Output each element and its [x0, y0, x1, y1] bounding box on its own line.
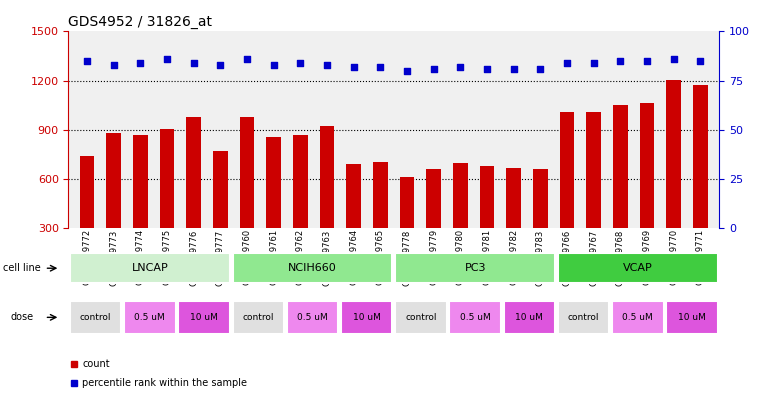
Point [508, 66, 520, 72]
Text: control: control [568, 313, 600, 322]
Bar [450, 301, 501, 334]
Bar [395, 253, 555, 283]
Bar [213, 151, 228, 277]
Text: 10 uM: 10 uM [190, 313, 218, 322]
Bar [558, 301, 610, 334]
Point [268, 62, 280, 68]
Text: LNCAP: LNCAP [132, 263, 168, 273]
Bar [558, 253, 718, 283]
Point [614, 58, 626, 64]
Point [667, 56, 680, 62]
Point [587, 60, 600, 66]
Text: dose: dose [11, 312, 33, 322]
Bar [70, 301, 121, 334]
Point [401, 68, 413, 74]
Bar [287, 301, 338, 334]
Point [295, 60, 307, 66]
Bar [240, 118, 254, 277]
Bar [233, 301, 284, 334]
Point [161, 56, 174, 62]
Bar [233, 253, 393, 283]
Point [694, 58, 706, 64]
Text: NCIH660: NCIH660 [288, 263, 337, 273]
Bar [293, 136, 307, 277]
Text: 0.5 uM: 0.5 uM [297, 313, 328, 322]
Text: percentile rank within the sample: percentile rank within the sample [82, 378, 247, 388]
Text: count: count [82, 358, 110, 369]
Point [534, 66, 546, 72]
Bar [133, 136, 148, 277]
Text: cell line: cell line [3, 263, 41, 273]
Bar [107, 133, 121, 277]
Bar [667, 80, 681, 277]
Point [108, 62, 120, 68]
Point [374, 64, 387, 70]
Bar [640, 103, 654, 277]
Bar [693, 84, 708, 277]
Bar [587, 112, 601, 277]
Text: VCAP: VCAP [623, 263, 653, 273]
Bar [346, 164, 361, 277]
Text: control: control [243, 313, 274, 322]
Bar [480, 166, 495, 277]
Text: 0.5 uM: 0.5 uM [135, 313, 165, 322]
Bar [400, 177, 415, 277]
Bar [266, 137, 281, 277]
Text: 10 uM: 10 uM [678, 313, 706, 322]
Bar [160, 129, 174, 277]
Bar [186, 117, 201, 277]
Text: PC3: PC3 [464, 263, 486, 273]
Text: control: control [405, 313, 437, 322]
Bar [320, 127, 335, 277]
Point [241, 56, 253, 62]
Bar [395, 301, 447, 334]
Point [321, 62, 333, 68]
Text: control: control [80, 313, 111, 322]
Point [135, 60, 147, 66]
Text: 10 uM: 10 uM [515, 313, 543, 322]
Point [454, 64, 466, 70]
Point [481, 66, 493, 72]
Point [561, 60, 573, 66]
Bar [613, 105, 628, 277]
Point [81, 58, 94, 64]
Bar [612, 301, 664, 334]
Bar [373, 162, 388, 277]
Bar [507, 168, 521, 277]
Text: 0.5 uM: 0.5 uM [460, 313, 491, 322]
Bar [178, 301, 230, 334]
Bar [453, 163, 468, 277]
Point [641, 58, 653, 64]
Point [215, 62, 227, 68]
Point [428, 66, 440, 72]
Text: 0.5 uM: 0.5 uM [622, 313, 653, 322]
Bar [504, 301, 555, 334]
Bar [341, 301, 393, 334]
Text: 10 uM: 10 uM [353, 313, 380, 322]
Text: GDS4952 / 31826_at: GDS4952 / 31826_at [68, 15, 212, 29]
Bar [533, 169, 548, 277]
Bar [426, 169, 441, 277]
Point [348, 64, 360, 70]
Bar [667, 301, 718, 334]
Bar [560, 112, 575, 277]
Bar [80, 156, 94, 277]
Bar [124, 301, 176, 334]
Bar [70, 253, 230, 283]
Point [188, 60, 200, 66]
